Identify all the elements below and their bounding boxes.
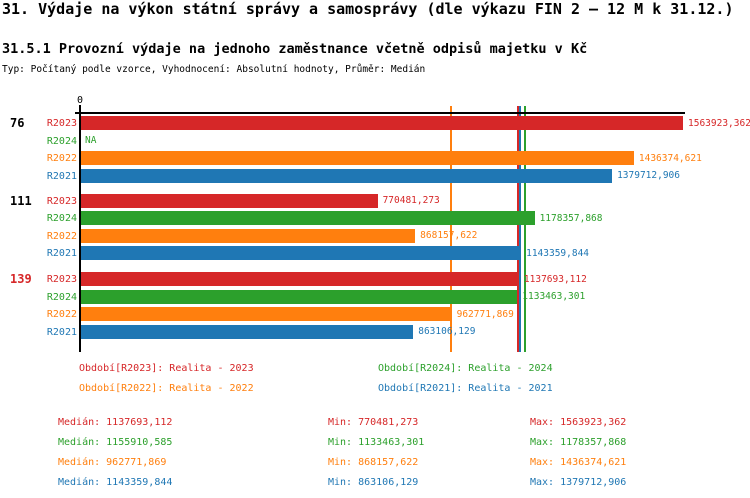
bar-series-label-R2023: R2023	[46, 195, 77, 207]
stat-median-R2023: Medián: 1137693,112	[58, 417, 173, 428]
stat-max-R2021: Max: 1379712,906	[530, 477, 627, 488]
bar-R2024	[81, 289, 518, 304]
bar-R2022	[81, 307, 452, 321]
y-axis-line	[79, 105, 81, 352]
bar-R2022	[81, 228, 416, 243]
stat-min-R2024: Min: 1133463,301	[328, 437, 425, 448]
bar-series-label-R2021: R2021	[46, 248, 77, 259]
bar-series-label-R2024: R2024	[46, 135, 77, 147]
bar-series-label-R2021: R2021	[46, 170, 77, 182]
stat-max-R2024: Max: 1178357,868	[530, 437, 627, 448]
median-line-R2024	[523, 106, 526, 352]
median-line-R2023	[516, 106, 519, 352]
group-label-76: 76	[10, 116, 25, 130]
stat-median-R2022: Medián: 962771,869	[58, 457, 167, 468]
x-axis-zero-label: 0	[76, 95, 84, 106]
stat-median-R2021: Medián: 1143359,844	[58, 477, 173, 488]
page-title: 31. Výdaje na výkon státní správy a samo…	[2, 0, 734, 18]
bar-value-label: 868157,622	[420, 230, 478, 241]
legend-item-R2024: Období[R2024]: Realita - 2024	[378, 363, 553, 374]
group-label-111: 111	[10, 193, 32, 208]
legend-item-R2022: Období[R2022]: Realita - 2022	[79, 383, 254, 394]
page-subtitle: 31.5.1 Provozní výdaje na jednoho zaměst…	[2, 41, 588, 57]
bar-R2023	[81, 193, 378, 208]
bar-R2022	[81, 151, 634, 165]
bar-value-label: 962771,869	[456, 308, 514, 320]
bar-value-label: 1133463,301	[522, 291, 586, 302]
legend-item-R2021: Období[R2021]: Realita - 2021	[378, 383, 553, 394]
stat-min-R2021: Min: 863106,129	[328, 477, 419, 488]
bar-series-label-R2021: R2021	[46, 326, 77, 338]
bar-value-label: 770481,273	[382, 195, 440, 206]
bar-series-label-R2023: R2023	[46, 118, 77, 129]
bar-R2021	[81, 246, 522, 260]
legend-item-R2023: Období[R2023]: Realita - 2023	[79, 363, 254, 374]
bar-R2023	[81, 116, 683, 130]
stat-median-R2024: Medián: 1155910,585	[58, 437, 173, 448]
bar-series-label-R2024: R2024	[46, 291, 77, 303]
stat-min-R2022: Min: 868157,622	[328, 457, 419, 468]
bar-R2024	[81, 211, 535, 225]
bar-value-label: 1379712,906	[617, 170, 680, 181]
bar-R2023	[81, 272, 519, 286]
group-label-139: 139	[10, 272, 32, 286]
median-line-R2022	[449, 106, 452, 352]
bar-value-label: 1563923,362	[688, 117, 750, 129]
bar-series-label-R2023: R2023	[46, 274, 77, 285]
bar-series-label-R2024: R2024	[46, 213, 77, 224]
bar-series-label-R2022: R2022	[46, 309, 77, 320]
bar-series-label-R2022: R2022	[46, 153, 77, 164]
stat-max-R2022: Max: 1436374,621	[530, 457, 627, 468]
bar-series-label-R2022: R2022	[46, 230, 77, 242]
type-line: Typ: Počítaný podle vzorce, Vyhodnocení:…	[2, 64, 426, 75]
bar-value-label: 1137693,112	[523, 273, 587, 285]
x-axis-line	[75, 112, 685, 114]
stat-max-R2023: Max: 1563923,362	[530, 417, 627, 428]
bar-value-label: 1143359,844	[526, 247, 590, 259]
bar-value-label: 1178357,868	[539, 212, 603, 224]
stat-min-R2023: Min: 770481,273	[328, 417, 419, 428]
bar-value-label: 1436374,621	[638, 152, 702, 164]
bar-R2021	[81, 168, 613, 183]
bar-value-label: 863106,129	[418, 326, 476, 337]
median-line-R2021	[519, 106, 522, 352]
na-label: NA	[85, 135, 97, 146]
bar-R2021	[81, 324, 414, 339]
